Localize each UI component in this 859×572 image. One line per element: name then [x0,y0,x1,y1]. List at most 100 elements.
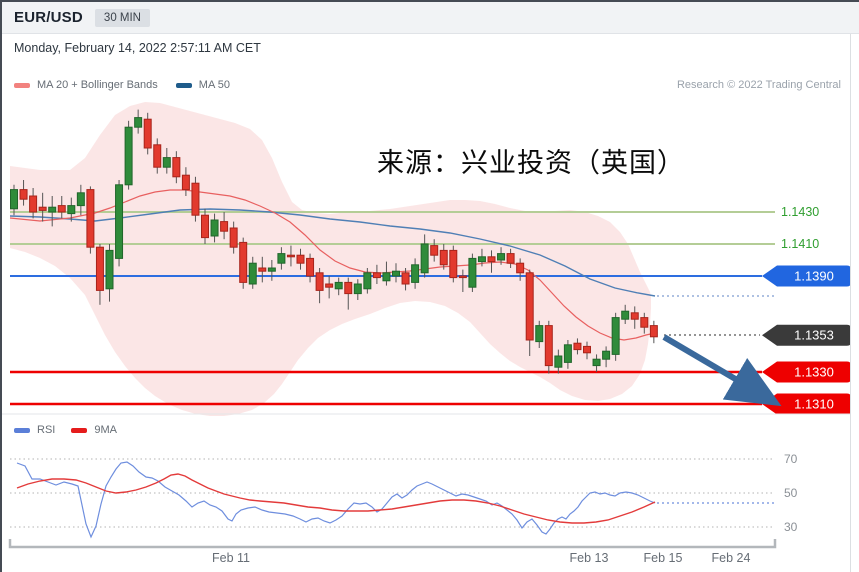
candle-body [535,325,544,343]
rsi-line [16,461,656,539]
candle-body [306,257,315,277]
candle-body [372,272,381,279]
candle-body [239,241,248,283]
price-badge-1.1330 [762,361,851,383]
candle-body [477,256,486,263]
candle-body [153,144,162,168]
price-badge-label-1.1310: 1.1310 [794,397,834,412]
rsi-grid-label-70: 70 [784,452,798,466]
candle-body [172,157,181,178]
candle-body [640,317,649,328]
widget-border-right [850,34,851,572]
bollinger-band-area [10,102,651,416]
price-badge-1.1353 [762,324,851,346]
candle-body [48,206,57,213]
candle-body [353,283,362,295]
candle-body [124,126,133,186]
candle-body [630,312,639,320]
x-axis-label-feb-11: Feb 11 [212,551,250,565]
price-badge-label-1.1390: 1.1390 [794,269,834,284]
candle-body [248,262,257,285]
candle-body [229,227,238,248]
rsi-ma-line [16,473,656,524]
candle-body [554,355,563,368]
forecast-arrow [662,334,782,407]
price-badge-label-1.1330: 1.1330 [794,365,834,380]
candle-body [506,253,515,264]
source-watermark: 来源：兴业投资（英国） [377,148,685,178]
candle-body [334,281,343,290]
candle-body [143,118,152,149]
candle-body [210,219,219,237]
candle-body [95,246,104,291]
legend-label: 9MA [94,424,117,436]
candle-body [602,350,611,360]
candle-body [487,256,496,263]
legend-label: MA 50 [198,79,230,91]
legend-item-rsi: RSI [14,424,55,436]
candle-body [344,281,353,295]
candle-body [458,275,467,279]
rsi-grid-label-30: 30 [784,520,798,534]
main-chart-legend: MA 20 + Bollinger Bands MA 50 [14,79,230,91]
candle-body [181,174,190,191]
legend-label: RSI [37,424,56,436]
candle-body [430,245,439,256]
candle-body [76,192,85,207]
candle-body [277,253,286,264]
legend-item-bollinger: MA 20 + Bollinger Bands [14,79,158,91]
ma50-swatch-icon [175,82,192,88]
candle-body [57,205,66,213]
research-credit: Research © 2022 Trading Central [676,79,841,91]
candle-body [649,325,658,338]
candle-body [525,272,534,341]
level-label-1.1430: 1.1430 [781,205,819,219]
legend-label: MA 20 + Bollinger Bands [37,79,158,91]
candle-body [401,272,410,285]
candle-body [611,317,620,355]
rsi-ma-swatch-icon [71,427,88,433]
candle-body [162,157,171,168]
candle-body [621,310,630,320]
candle-body [439,249,448,266]
x-axis-label-feb-13: Feb 13 [570,551,609,565]
candle-body [392,270,400,277]
candle-body [573,342,582,351]
candle-body [19,189,28,200]
x-axis-label-feb-24: Feb 24 [712,551,751,565]
candle-body [468,257,477,288]
x-axis-label-feb-15: Feb 15 [644,551,683,565]
candle-body [220,221,229,232]
candle-body [325,283,334,288]
candle-body [497,253,506,261]
candle-body [544,325,553,367]
candle-body [363,272,372,290]
candle-body [516,262,525,274]
rsi-grid-label-50: 50 [784,486,798,500]
rsi-legend: RSI 9MA [14,424,117,436]
candle-body [134,117,143,128]
candle-body [563,344,572,363]
legend-item-ma50: MA 50 [175,79,230,91]
window-border-left [0,0,2,572]
x-axis [8,539,777,549]
candle-body [67,205,76,215]
level-label-1.1410: 1.1410 [781,237,819,251]
candle-body [420,243,429,274]
timeframe-badge[interactable]: 30 MIN [94,8,150,27]
candle-body [315,272,324,291]
candle-body [411,264,420,283]
candle-body [86,189,95,248]
candle-body [267,267,276,272]
legend-item-9ma: 9MA [71,424,117,436]
candle-body [10,189,18,210]
candle-body [105,249,114,290]
price-badge-label-1.1353: 1.1353 [794,328,834,343]
candle-body [296,254,305,264]
bollinger-swatch-icon [14,82,30,88]
candle-body [286,254,295,258]
candle-body [382,272,391,282]
candle-body [592,358,601,367]
